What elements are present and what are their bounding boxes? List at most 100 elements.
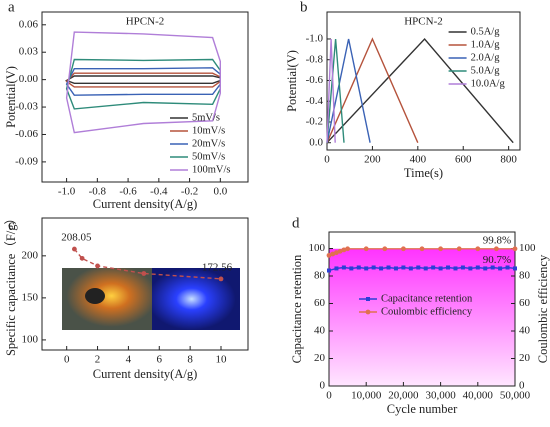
photo-inset [62,268,240,330]
y2-tick-label: 100 [519,242,536,254]
legend-marker [365,309,371,315]
y-tick-label: 0 [320,380,326,392]
marker [483,266,488,271]
series-line [326,37,419,143]
x-tick-label: 400 [410,154,427,166]
marker [386,265,391,270]
x-tick-label: -0.8 [89,186,107,198]
marker [494,246,499,252]
plot-frame [326,11,521,151]
y2-tick-label: 40 [519,325,531,337]
series-line [65,72,221,88]
marker [460,265,465,270]
x-axis-label: Current density(A/g) [93,197,198,211]
marker [345,246,350,252]
x-tick-label: 10 [215,354,227,366]
y-tick-label: -0.2 [306,116,323,128]
legend-label: 10mV/s [192,125,225,136]
y-tick-label: -0.03 [15,101,38,113]
marker [334,266,339,271]
legend-label: Capacitance retention [381,293,473,304]
marker [456,246,462,252]
x-axis-label: Current density(A/g) [93,367,198,381]
marker [498,266,503,271]
marker [334,250,339,256]
legend-label: 5.0A/g [471,65,501,76]
legend-label: 2.0A/g [471,52,501,63]
x-tick-label: -0.6 [119,186,137,198]
marker [431,265,436,270]
legend-label: 20mV/s [192,138,225,149]
y-tick-label: -0.6 [306,74,324,86]
y2-tick-label: 80 [519,270,531,282]
annotation: 99.8% [483,234,511,246]
series-line [326,38,336,143]
y2-tick-label: 0 [519,380,525,392]
x-tick-label: 4 [126,354,132,366]
plot-frame [41,11,249,183]
marker [95,263,100,269]
marker [72,246,77,252]
marker [337,248,343,254]
x-tick-label: 600 [455,154,472,166]
y-tick-label: -0.09 [15,155,38,167]
marker [330,251,336,257]
marker [356,265,361,270]
marker [416,265,421,270]
x-tick-label: 50,000 [500,390,531,402]
marker [468,266,473,271]
marker [141,271,147,276]
background-fill [329,248,515,386]
y-tick-label: -0.8 [306,53,324,65]
y-axis-label: Potential(V) [285,50,299,112]
value-label: 208.05 [61,232,92,244]
marker [341,265,346,270]
legend-label: 5mV/s [192,112,220,123]
y-axis-label: Potential(V) [4,66,18,128]
y2-tick-label: 20 [519,352,531,364]
marker [363,246,369,252]
legend-label: 1.0A/g [471,39,501,50]
x-tick-label: 40,000 [463,390,494,402]
legend-label: 100mV/s [192,164,231,175]
panel-label: a [8,0,15,15]
legend-label: 0.5A/g [471,26,501,37]
marker [393,266,398,271]
y-axis-label: Specific capacitance（F/g） [4,212,18,356]
series-line [326,37,514,144]
legend-label: 50mV/s [192,151,225,162]
y-tick-label: -1.0 [306,33,324,45]
annotation: 90.7% [483,254,511,266]
x-tick-label: 0 [326,390,332,402]
marker [371,265,376,270]
y-tick-label: 0.00 [19,73,39,85]
series-line [65,31,221,134]
y-tick-label: 150 [22,291,39,303]
x-tick-label: 8 [187,354,193,366]
x-tick-label: 2 [95,354,101,366]
x-tick-label: 0 [324,154,330,166]
series-line [326,38,345,143]
marker [79,255,85,261]
y-tick-label: 200 [22,249,39,261]
plot-frame [328,231,516,387]
series-line [64,75,221,84]
y-tick-label: -0.06 [15,128,38,140]
y2-tick-label: 60 [519,297,531,309]
marker [475,246,481,252]
y-tick-label: 0.03 [19,46,39,58]
value-label: 172.56 [202,261,233,273]
x-tick-label: 200 [364,154,381,166]
marker [438,266,443,271]
marker [490,265,495,270]
x-tick-label: 6 [157,354,163,366]
x-axis-label: Cycle number [387,402,458,416]
marker [475,265,480,270]
marker [364,266,369,271]
x-tick-label: 0 [64,354,70,366]
y-axis-label: Capacitance retention [290,254,304,363]
marker [438,246,443,252]
series-line [65,67,221,96]
y-tick-label: 100 [309,242,326,254]
